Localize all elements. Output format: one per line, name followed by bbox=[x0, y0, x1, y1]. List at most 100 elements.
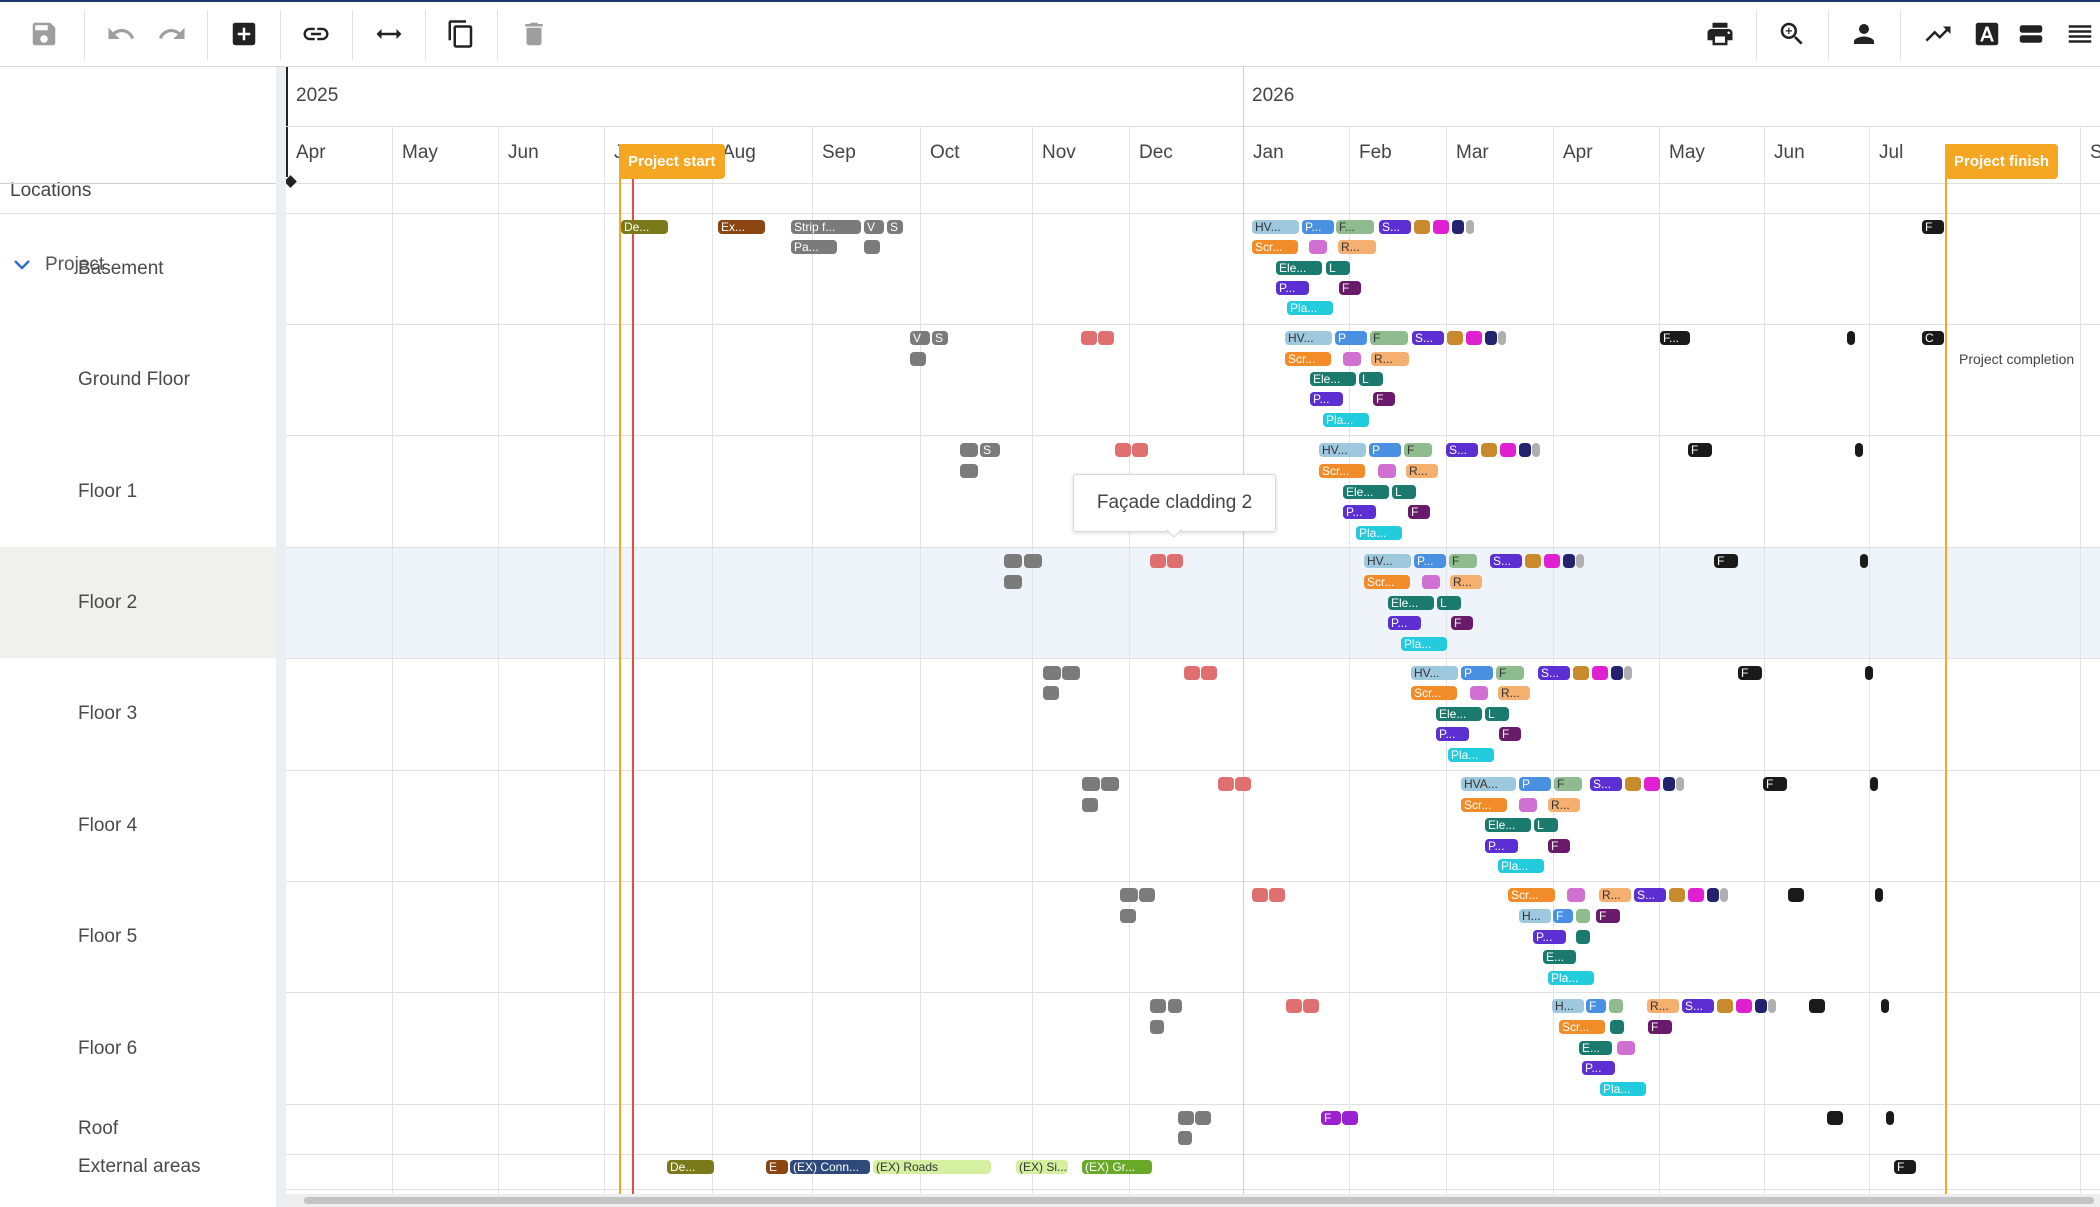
task-bar[interactable] bbox=[1519, 443, 1531, 457]
task-bar[interactable] bbox=[1168, 999, 1182, 1013]
location-external-areas[interactable]: External areas bbox=[78, 1156, 201, 1177]
task-bar[interactable] bbox=[1567, 888, 1585, 902]
task-bar[interactable]: S... bbox=[1538, 666, 1570, 680]
task-bar[interactable]: (EX) Si... bbox=[1016, 1160, 1068, 1174]
task-bar[interactable]: F bbox=[1548, 839, 1570, 853]
task-bar[interactable]: Scr... bbox=[1252, 240, 1298, 254]
task-bar[interactable]: Pla... bbox=[1356, 526, 1402, 540]
task-bar[interactable]: R... bbox=[1371, 352, 1409, 366]
task-bar[interactable]: Pla... bbox=[1498, 859, 1544, 873]
task-bar[interactable]: Pla... bbox=[1287, 301, 1333, 315]
task-bar[interactable] bbox=[1120, 888, 1138, 902]
location-floor-6[interactable]: Floor 6 bbox=[78, 1038, 138, 1059]
task-bar[interactable] bbox=[1178, 1111, 1194, 1125]
task-bar[interactable]: De... bbox=[667, 1160, 714, 1174]
task-bar[interactable] bbox=[1592, 666, 1608, 680]
task-bar[interactable] bbox=[1669, 888, 1685, 902]
task-bar[interactable] bbox=[1847, 331, 1855, 345]
task-bar[interactable] bbox=[1768, 999, 1776, 1013]
task-bar[interactable]: F bbox=[1499, 727, 1521, 741]
resize-horizontal-icon[interactable] bbox=[369, 16, 409, 52]
task-bar[interactable]: F bbox=[1688, 443, 1712, 457]
task-bar[interactable] bbox=[1617, 1041, 1635, 1055]
scrollbar-thumb[interactable] bbox=[304, 1197, 2094, 1204]
task-bar[interactable]: F bbox=[1451, 616, 1473, 630]
task-bar[interactable]: E bbox=[766, 1160, 788, 1174]
undo-icon[interactable] bbox=[101, 16, 141, 52]
task-bar[interactable] bbox=[1809, 999, 1825, 1013]
task-bar[interactable]: Scr... bbox=[1461, 798, 1507, 812]
task-bar[interactable]: P... bbox=[1343, 505, 1376, 519]
task-bar[interactable]: F bbox=[1894, 1160, 1916, 1174]
project-finish-flag[interactable]: Project finish bbox=[1945, 144, 2059, 179]
task-bar[interactable] bbox=[1120, 909, 1136, 923]
task-bar[interactable]: Scr... bbox=[1411, 686, 1457, 700]
task-bar[interactable]: F bbox=[1373, 392, 1395, 406]
task-bar[interactable] bbox=[1860, 554, 1868, 568]
panel-splitter[interactable] bbox=[276, 67, 286, 1207]
task-bar[interactable] bbox=[1576, 909, 1590, 923]
task-bar[interactable]: F bbox=[1738, 666, 1762, 680]
task-bar[interactable] bbox=[1024, 554, 1042, 568]
task-bar[interactable] bbox=[960, 464, 978, 478]
task-bar[interactable] bbox=[1414, 220, 1430, 234]
task-bar[interactable]: Ele... bbox=[1310, 372, 1356, 386]
task-bar[interactable] bbox=[1532, 443, 1540, 457]
task-bar[interactable]: HVA... bbox=[1461, 777, 1516, 791]
task-bar[interactable]: De... bbox=[621, 220, 668, 234]
task-bar[interactable]: P bbox=[1369, 443, 1401, 457]
task-bar[interactable]: Pla... bbox=[1448, 748, 1494, 762]
task-bar[interactable]: P... bbox=[1388, 616, 1421, 630]
task-bar[interactable]: (EX) Conn... bbox=[790, 1160, 870, 1174]
location-basement[interactable]: Basement bbox=[78, 258, 164, 279]
task-bar[interactable] bbox=[1519, 798, 1537, 812]
location-ground-floor[interactable]: Ground Floor bbox=[78, 369, 190, 390]
task-bar[interactable] bbox=[1004, 575, 1022, 589]
task-bar[interactable]: V bbox=[864, 220, 884, 234]
task-bar[interactable] bbox=[1500, 443, 1516, 457]
task-bar[interactable]: Scr... bbox=[1364, 575, 1410, 589]
task-bar[interactable] bbox=[1573, 666, 1589, 680]
task-bar[interactable]: F bbox=[1496, 666, 1524, 680]
task-bar[interactable]: F bbox=[1553, 909, 1573, 923]
task-bar[interactable]: Ex... bbox=[718, 220, 765, 234]
task-bar[interactable]: P... bbox=[1436, 727, 1469, 741]
task-bar[interactable] bbox=[1611, 666, 1623, 680]
task-bar[interactable]: C bbox=[1922, 331, 1944, 345]
task-bar[interactable]: L bbox=[1437, 596, 1461, 610]
task-bar[interactable] bbox=[1178, 1131, 1192, 1145]
task-bar[interactable] bbox=[1342, 1111, 1358, 1125]
task-bar[interactable]: (EX) Gr... bbox=[1082, 1160, 1152, 1174]
task-bar[interactable]: L bbox=[1326, 261, 1350, 275]
task-bar[interactable]: S... bbox=[1490, 554, 1522, 568]
rows-icon[interactable] bbox=[2011, 16, 2051, 52]
task-bar[interactable] bbox=[1167, 554, 1183, 568]
task-bar[interactable] bbox=[1343, 352, 1361, 366]
task-bar[interactable] bbox=[1115, 443, 1131, 457]
location-floor-5[interactable]: Floor 5 bbox=[78, 926, 138, 947]
task-bar[interactable] bbox=[1422, 575, 1440, 589]
task-bar[interactable] bbox=[1625, 777, 1641, 791]
task-bar[interactable] bbox=[1195, 1111, 1211, 1125]
task-bar[interactable] bbox=[1218, 777, 1234, 791]
task-bar[interactable]: P... bbox=[1276, 281, 1309, 295]
task-bar[interactable]: R... bbox=[1548, 798, 1580, 812]
task-bar[interactable]: V bbox=[910, 331, 930, 345]
task-bar[interactable] bbox=[1150, 554, 1166, 568]
task-bar[interactable]: H... bbox=[1552, 999, 1584, 1013]
task-bar[interactable] bbox=[1855, 443, 1863, 457]
task-bar[interactable]: S bbox=[887, 220, 903, 234]
task-bar[interactable] bbox=[1286, 999, 1302, 1013]
task-bar[interactable] bbox=[1150, 1020, 1164, 1034]
project-start-flag[interactable]: Project start bbox=[619, 144, 725, 179]
task-bar[interactable]: H... bbox=[1519, 909, 1551, 923]
project-row[interactable]: Project bbox=[0, 251, 276, 279]
task-bar[interactable] bbox=[1269, 888, 1285, 902]
location-floor-1[interactable]: Floor 1 bbox=[78, 481, 138, 502]
task-bar[interactable]: P... bbox=[1302, 220, 1334, 234]
location-floor-2[interactable]: Floor 2 bbox=[78, 592, 138, 613]
task-bar[interactable]: E... bbox=[1579, 1041, 1612, 1055]
task-bar[interactable]: S... bbox=[1590, 777, 1622, 791]
task-bar[interactable] bbox=[1101, 777, 1119, 791]
task-bar[interactable]: F... bbox=[1660, 331, 1690, 345]
